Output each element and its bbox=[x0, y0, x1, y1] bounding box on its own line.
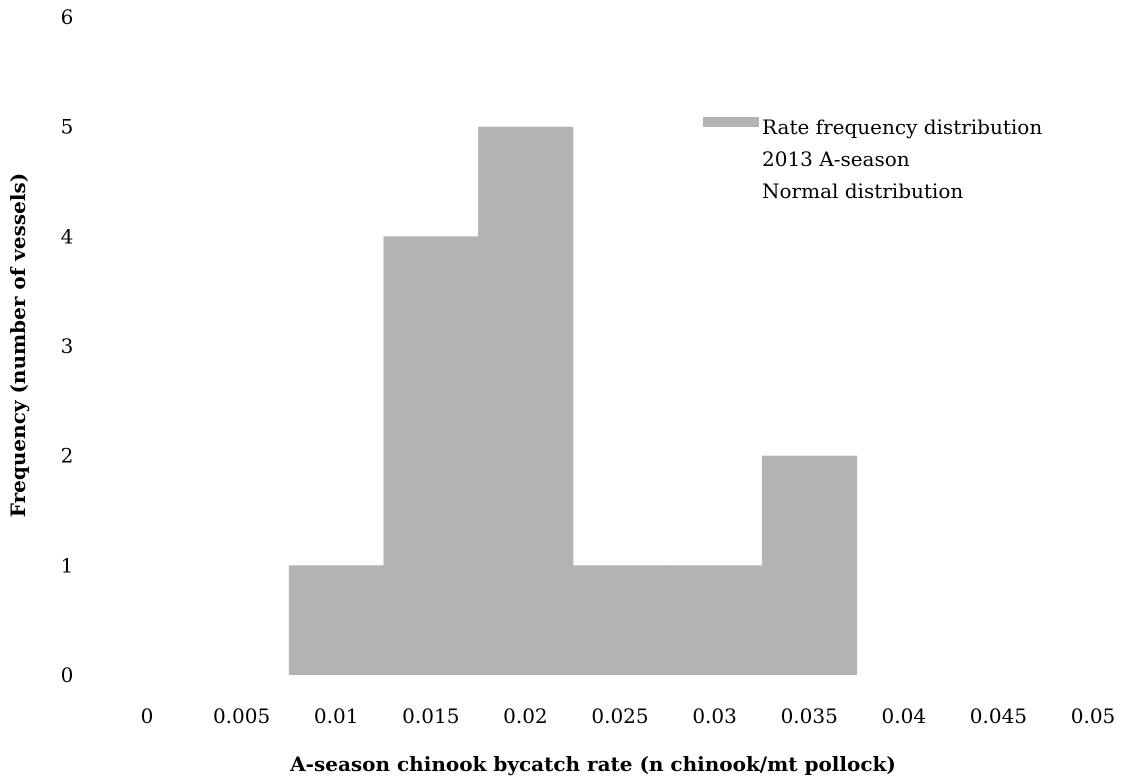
x-tick-label: 0.045 bbox=[970, 704, 1027, 728]
x-axis-ticks: 0 0.005 0.01 0.015 0.02 0.025 0.03 0.035 0.04 0.0… bbox=[141, 704, 1116, 728]
x-tick-label: 0.035 bbox=[781, 704, 838, 728]
legend-label-normal-distribution: Normal distribution bbox=[762, 179, 963, 203]
x-tick-label: 0.05 bbox=[1071, 704, 1116, 728]
y-tick-label: 4 bbox=[61, 224, 74, 248]
x-tick-label: 0.025 bbox=[591, 704, 648, 728]
legend-label-rate-frequency: Rate frequency distribution bbox=[762, 115, 1042, 139]
histogram-bars bbox=[288, 126, 858, 676]
histogram-bar bbox=[761, 455, 858, 675]
x-tick-label: 0.02 bbox=[503, 704, 548, 728]
legend-label-2013-a-season: 2013 A-season bbox=[762, 147, 910, 171]
x-tick-label: 0.01 bbox=[314, 704, 359, 728]
x-tick-label: 0 bbox=[141, 704, 154, 728]
y-tick-label: 0 bbox=[61, 663, 74, 687]
histogram-bar bbox=[478, 126, 574, 675]
x-tick-label: 0.005 bbox=[213, 704, 270, 728]
y-tick-label: 2 bbox=[61, 444, 74, 468]
histogram-bar bbox=[667, 565, 763, 675]
x-tick-label: 0.04 bbox=[882, 704, 927, 728]
y-tick-label: 5 bbox=[61, 115, 74, 139]
x-tick-label: 0.03 bbox=[692, 704, 737, 728]
x-axis-label: A-season chinook bycatch rate (n chinook… bbox=[289, 752, 896, 776]
y-axis-label: Frequency (number of vessels) bbox=[6, 173, 30, 517]
legend-swatch-rate-frequency bbox=[703, 117, 759, 127]
x-tick-label: 0.015 bbox=[402, 704, 459, 728]
y-tick-label: 3 bbox=[61, 334, 74, 358]
y-axis-ticks: 0 1 2 3 4 5 6 bbox=[61, 5, 74, 687]
legend: Rate frequency distribution 2013 A-seaso… bbox=[703, 115, 1042, 203]
histogram-bar bbox=[288, 565, 385, 675]
y-tick-label: 6 bbox=[61, 5, 74, 29]
histogram-bar bbox=[572, 565, 668, 675]
histogram-bar bbox=[383, 236, 479, 676]
y-tick-label: 1 bbox=[61, 553, 74, 577]
